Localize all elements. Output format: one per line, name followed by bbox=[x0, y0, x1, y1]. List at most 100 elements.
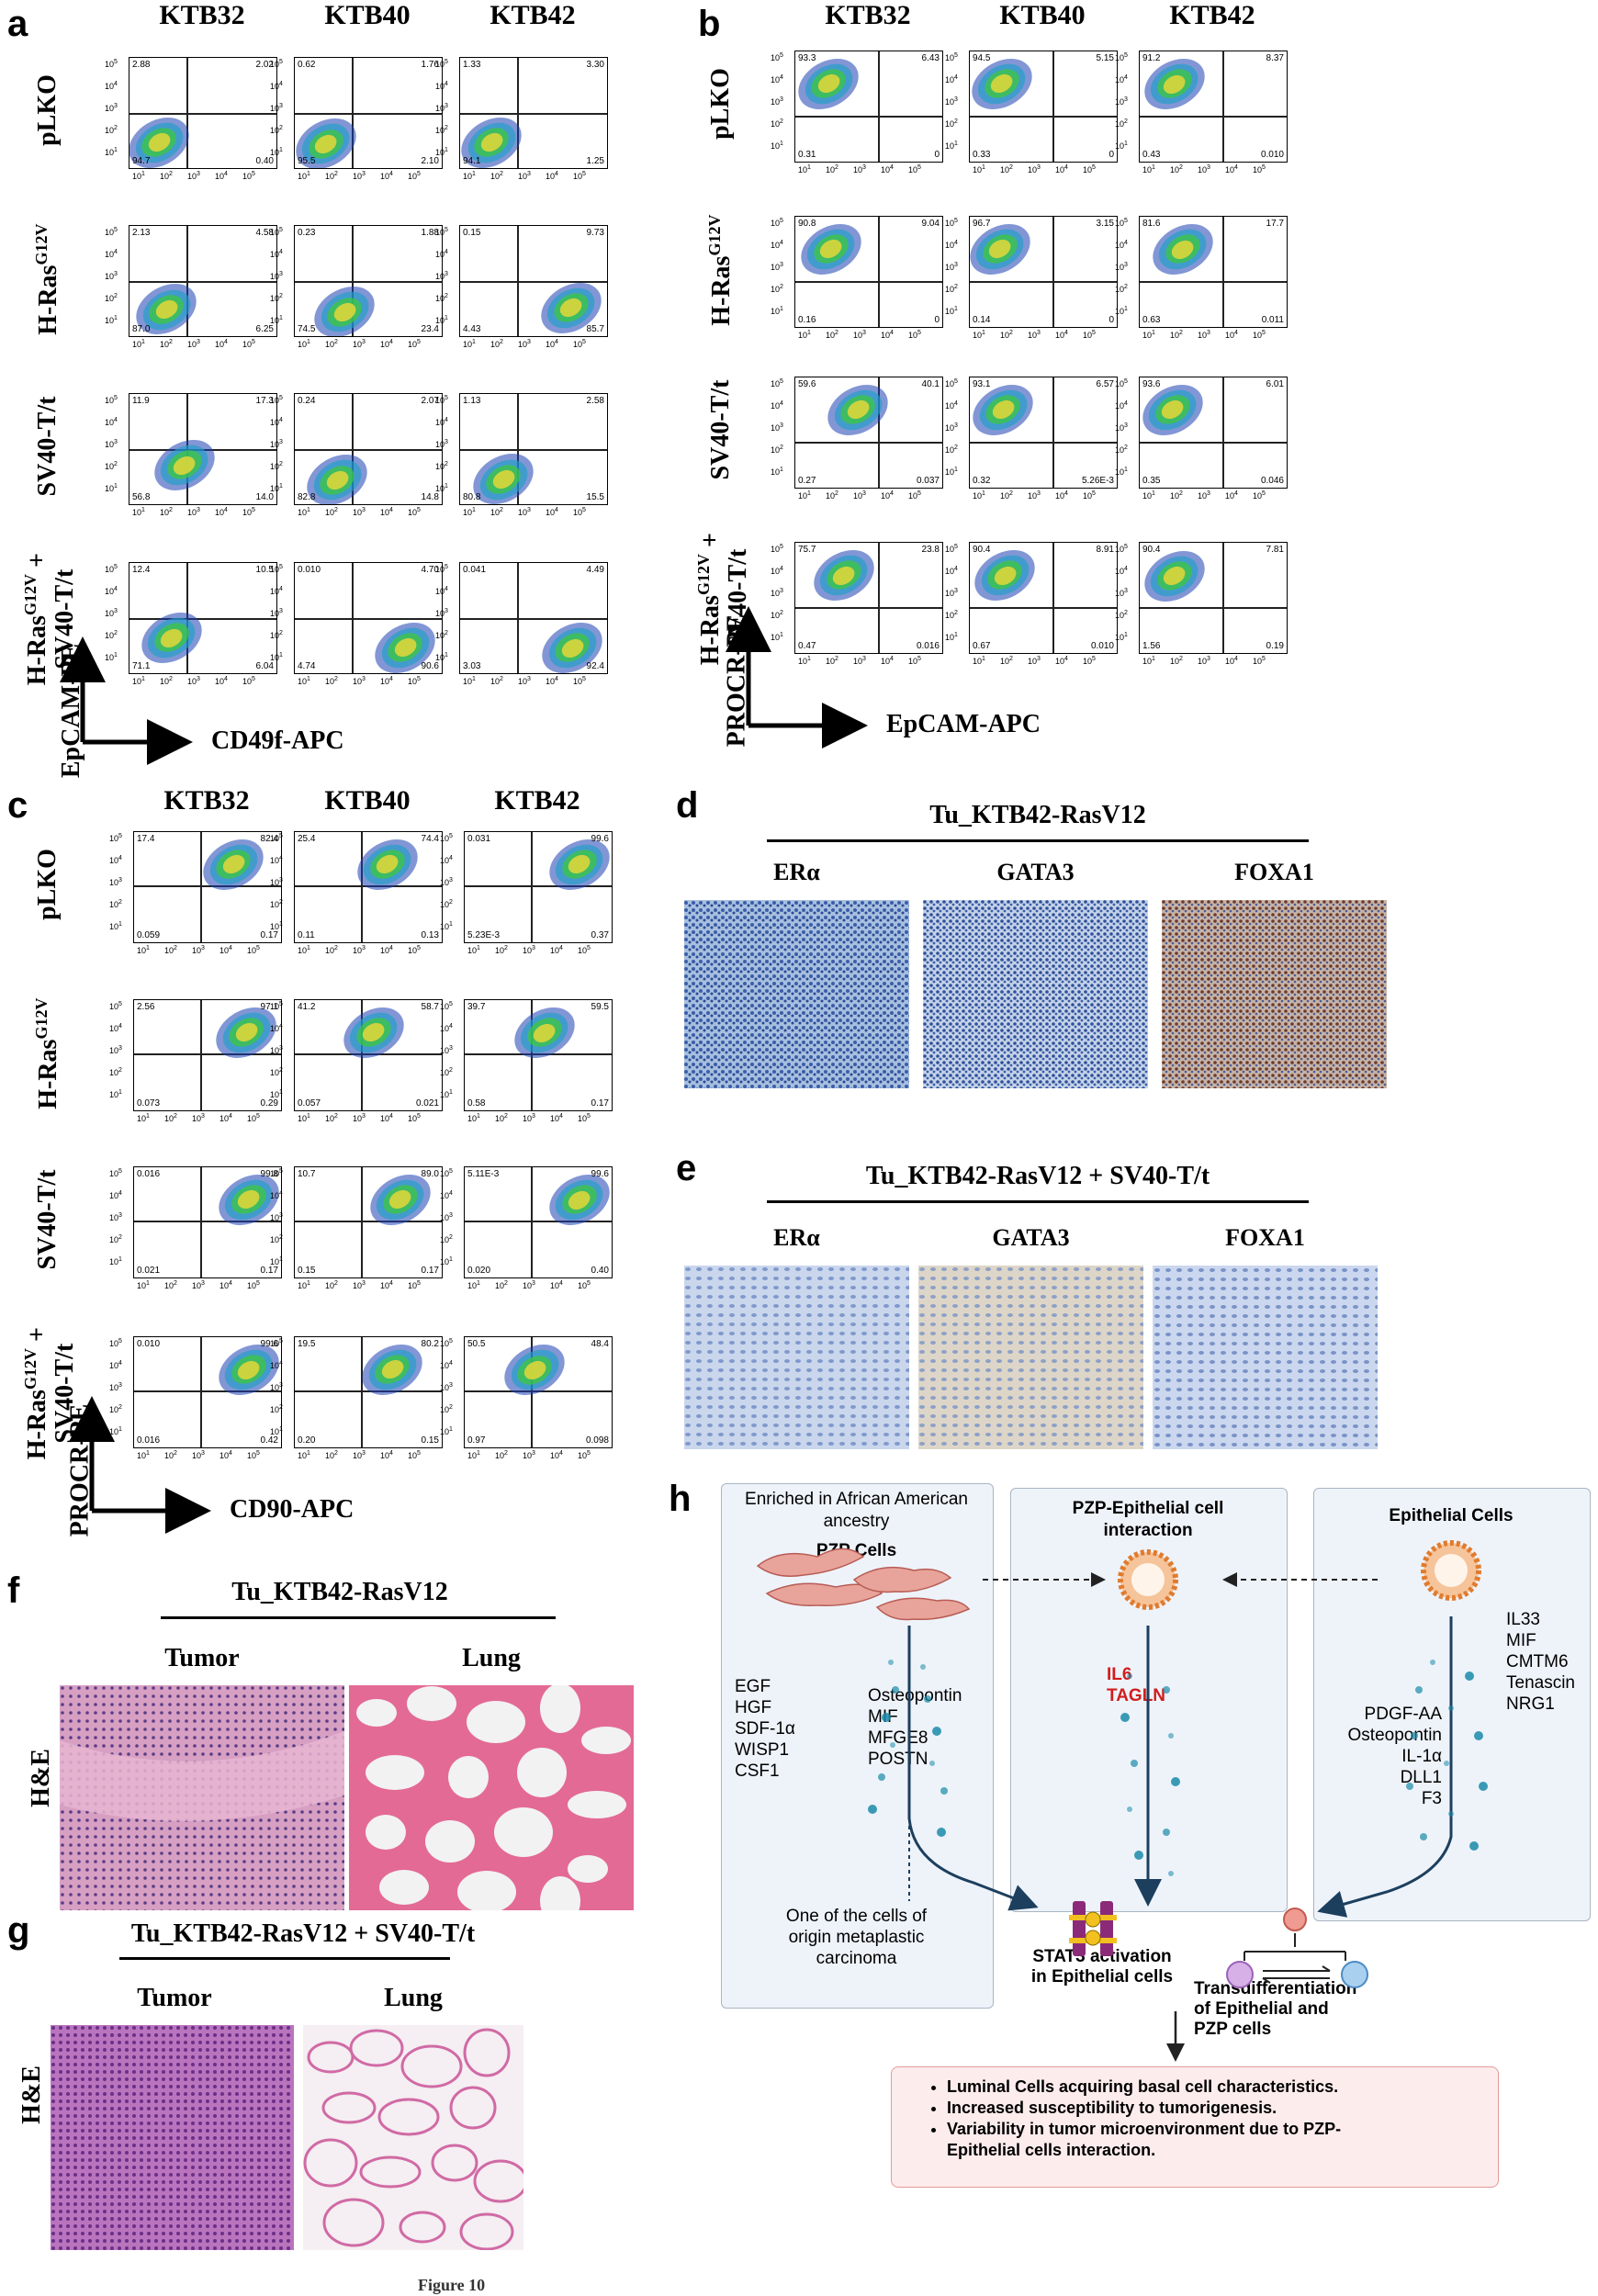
x-tick: 102 bbox=[325, 676, 338, 686]
x-tick: 105 bbox=[908, 164, 921, 174]
y-tick-exp: 2 bbox=[279, 1067, 283, 1074]
x-tick-exp: 3 bbox=[1207, 656, 1210, 662]
y-tick: 105 bbox=[1115, 544, 1128, 554]
y-tick-exp: 4 bbox=[954, 566, 958, 572]
quadrant-ll: 0.31 bbox=[798, 150, 816, 160]
y-tick: 105 bbox=[435, 395, 448, 405]
y-tick: 102 bbox=[945, 284, 958, 294]
y-tick-exp: 4 bbox=[279, 1023, 283, 1030]
y-tick-exp: 2 bbox=[279, 1404, 283, 1411]
x-tick-exp: 4 bbox=[559, 1113, 563, 1120]
x-tick-exp: 4 bbox=[890, 330, 894, 336]
x-tick: 101 bbox=[298, 676, 310, 686]
quadrant-ur: 6.57 bbox=[1096, 379, 1114, 389]
y-tick-exp: 3 bbox=[279, 1212, 283, 1219]
y-tick-exp: 2 bbox=[1124, 118, 1128, 125]
x-tick: 105 bbox=[408, 1450, 421, 1460]
x-tick: 105 bbox=[242, 676, 255, 686]
x-tick-exp: 2 bbox=[334, 1113, 338, 1120]
x-tick: 102 bbox=[490, 171, 503, 181]
y-tick-exp: 2 bbox=[114, 125, 118, 131]
x-tick-exp: 4 bbox=[1064, 330, 1068, 336]
y-tick-exp: 2 bbox=[780, 284, 783, 290]
flow-plot-r3-c0: 12.4 10.5 71.1 6.04 bbox=[129, 562, 277, 674]
y-tick: 102 bbox=[440, 1404, 453, 1414]
y-tick-exp: 5 bbox=[445, 395, 448, 401]
x-tick: 105 bbox=[247, 1113, 260, 1123]
y-tick: 105 bbox=[270, 564, 283, 574]
x-tick-exp: 4 bbox=[389, 1280, 393, 1287]
y-tick: 103 bbox=[440, 877, 453, 887]
y-tick: 105 bbox=[270, 833, 283, 843]
x-tick-exp: 4 bbox=[389, 507, 393, 513]
x-tick-exp: 2 bbox=[500, 507, 503, 513]
y-tick: 104 bbox=[105, 81, 118, 91]
y-tick: 103 bbox=[771, 588, 783, 598]
x-tick: 105 bbox=[1083, 490, 1096, 501]
bullet-2: Increased susceptibility to tumorigenesi… bbox=[947, 2098, 1498, 2119]
trans-line3: PZP cells bbox=[1194, 2020, 1272, 2039]
y-tick: 103 bbox=[270, 1045, 283, 1055]
bullet-3: Variability in tumor microenvironment du… bbox=[947, 2119, 1498, 2161]
x-tick: 104 bbox=[881, 330, 894, 340]
y-axis-label: PROCR-PE bbox=[722, 613, 751, 748]
y-tick-exp: 3 bbox=[279, 608, 283, 614]
x-tick-exp: 2 bbox=[169, 507, 173, 513]
x-tick: 101 bbox=[467, 945, 480, 955]
y-tick: 102 bbox=[1115, 445, 1128, 455]
quadrant-ur: 99.6 bbox=[591, 834, 609, 844]
y-tick: 104 bbox=[1115, 400, 1128, 411]
y-tick: 104 bbox=[771, 400, 783, 411]
x-tick: 103 bbox=[192, 1113, 205, 1123]
gate-horizontal bbox=[970, 442, 1117, 444]
quadrant-lr: 0.42 bbox=[260, 1435, 278, 1446]
quadrant-ul: 10.7 bbox=[298, 1169, 316, 1179]
flow-plot-r2-c1: 10.7 89.0 0.15 0.17 bbox=[294, 1166, 443, 1278]
x-tick-exp: 4 bbox=[1234, 164, 1238, 171]
gate-horizontal bbox=[129, 113, 276, 115]
y-tick: 101 bbox=[109, 1256, 122, 1266]
y-tick-exp: 2 bbox=[954, 610, 958, 616]
quadrant-ll: 0.20 bbox=[298, 1435, 316, 1446]
panel-f-title-bar bbox=[161, 1616, 556, 1619]
y-tick: 104 bbox=[270, 81, 283, 91]
quadrant-ul: 5.11E-3 bbox=[467, 1169, 500, 1179]
x-tick: 105 bbox=[908, 656, 921, 666]
y-tick: 102 bbox=[435, 125, 448, 135]
panel-e-stain-gata3: GATA3 bbox=[992, 1224, 1070, 1251]
x-tick-exp: 4 bbox=[890, 164, 894, 171]
x-tick: 105 bbox=[408, 676, 421, 686]
quadrant-ll: 0.33 bbox=[973, 150, 991, 160]
x-tick: 102 bbox=[1170, 490, 1183, 501]
y-tick: 101 bbox=[435, 483, 448, 493]
y-tick-exp: 5 bbox=[445, 59, 448, 65]
panel-label-g: g bbox=[7, 1910, 30, 1951]
y-tick: 101 bbox=[270, 1089, 283, 1099]
x-tick: 101 bbox=[1142, 330, 1155, 340]
x-tick-exp: 1 bbox=[807, 330, 811, 336]
x-tick-exp: 3 bbox=[1207, 330, 1210, 336]
quadrant-ul: 19.5 bbox=[298, 1339, 316, 1349]
gate-horizontal bbox=[460, 281, 607, 283]
y-tick-exp: 4 bbox=[279, 249, 283, 255]
y-tick: 105 bbox=[105, 395, 118, 405]
panel-e-title-bar bbox=[767, 1200, 1309, 1203]
x-tick-exp: 2 bbox=[174, 1113, 177, 1120]
y-tick-exp: 1 bbox=[279, 1426, 283, 1433]
quadrant-ll: 0.021 bbox=[137, 1266, 161, 1276]
epithelial-ring-icon bbox=[1118, 1540, 1481, 1610]
x-tick-exp: 5 bbox=[587, 1280, 591, 1287]
x-tick-exp: 3 bbox=[197, 339, 200, 345]
y-tick-exp: 1 bbox=[954, 632, 958, 638]
gate-horizontal bbox=[465, 1221, 612, 1222]
y-tick: 102 bbox=[105, 630, 118, 640]
y-tick: 102 bbox=[435, 293, 448, 303]
x-tick-exp: 1 bbox=[146, 945, 150, 951]
x-tick-exp: 1 bbox=[307, 1280, 310, 1287]
lung-alveoli bbox=[303, 2028, 523, 2250]
y-tick: 105 bbox=[1115, 52, 1128, 62]
y-tick-exp: 2 bbox=[449, 1067, 453, 1074]
y-tick-exp: 5 bbox=[1124, 378, 1128, 385]
x-tick-exp: 1 bbox=[141, 507, 145, 513]
x-tick: 101 bbox=[132, 676, 145, 686]
